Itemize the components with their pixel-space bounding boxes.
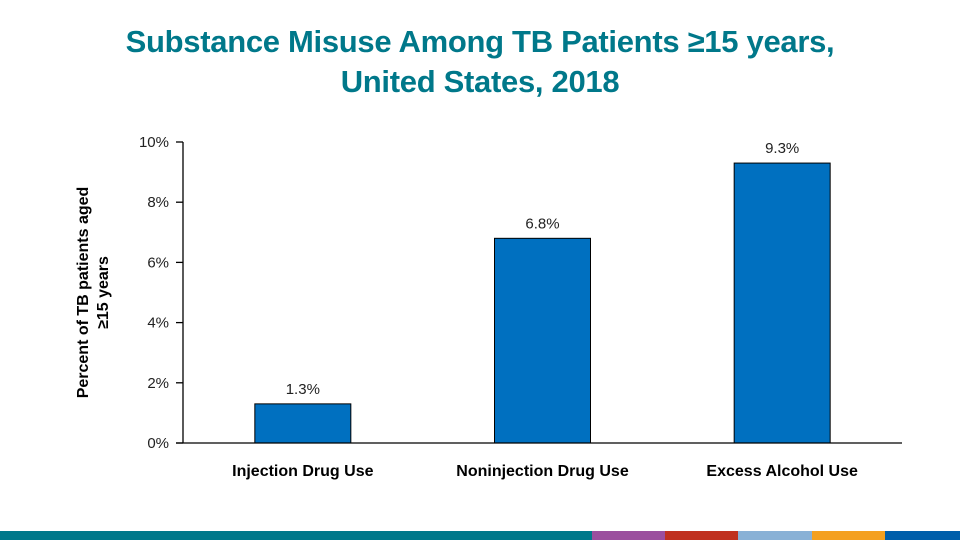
footer-stripe-segment: [665, 531, 738, 540]
footer-stripe-segment: [0, 531, 592, 540]
footer-stripe-segment: [738, 531, 812, 540]
data-label: 6.8%: [525, 215, 559, 232]
chart-title: Substance Misuse Among TB Patients ≥15 y…: [0, 22, 960, 102]
y-tick-label: 2%: [147, 375, 169, 392]
data-label: 1.3%: [286, 381, 320, 398]
y-axis: 0% 2% 4% 6% 8% 10%: [139, 134, 184, 452]
bar-excess-alcohol-use: [733, 162, 831, 444]
x-category-label: Injection Drug Use: [232, 463, 373, 480]
footer-stripe-segment: [592, 531, 665, 540]
footer-stripe-segment: [812, 531, 885, 540]
y-tick-label: 6%: [147, 254, 169, 271]
y-tick-label: 0%: [147, 435, 169, 452]
y-axis-label-line-1: Percent of TB patients aged: [75, 187, 92, 399]
y-tick-label: 4%: [147, 315, 169, 332]
x-axis: Injection Drug Use Noninjection Drug Use E…: [176, 442, 902, 480]
footer-color-stripe: [0, 531, 960, 540]
y-axis-label: Percent of TB patients aged ≥15 years: [75, 187, 112, 399]
bars: 1.3% 6.8% 9.3%: [254, 140, 831, 444]
x-category-label: Excess Alcohol Use: [706, 463, 858, 480]
chart-title-line-2: United States, 2018: [340, 64, 620, 99]
y-axis-label-line-2: ≥15 years: [95, 256, 112, 329]
bar-injection-drug-use: [254, 403, 352, 444]
y-tick-label: 8%: [147, 194, 169, 211]
bar-noninjection-drug-use: [494, 237, 591, 444]
x-category-label: Noninjection Drug Use: [456, 463, 629, 480]
y-tick-label: 10%: [139, 134, 169, 151]
chart-title-line-1: Substance Misuse Among TB Patients ≥15 y…: [125, 24, 835, 59]
data-label: 9.3%: [765, 140, 799, 157]
footer-stripe-segment: [885, 531, 960, 540]
